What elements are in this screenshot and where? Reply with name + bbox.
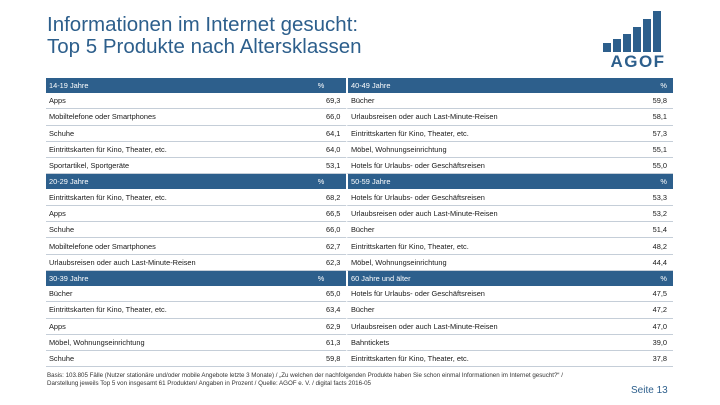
percent-value: 62,9 — [296, 319, 346, 335]
percent-value: 57,3 — [608, 126, 673, 142]
title-line-1: Informationen im Internet gesucht: — [47, 13, 359, 36]
percent-column-header: % — [296, 270, 346, 286]
product-name: Bücher — [346, 222, 608, 239]
percent-value: 59,8 — [296, 351, 346, 368]
age-group-header-row: 20-29 Jahre% 50-59 Jahre% — [46, 174, 673, 190]
table-row: Schuhe 59,8 Eintrittskarten für Kino, Thea… — [46, 351, 673, 368]
product-name: Eintrittskarten für Kino, Theater, etc. — [346, 238, 608, 255]
age-group-label: 14-19 Jahre — [46, 78, 296, 93]
product-name: Bücher — [346, 93, 608, 110]
percent-value: 58,1 — [608, 109, 673, 126]
age-group-label: 40-49 Jahre — [346, 78, 608, 93]
table-row: Schuhe 64,1 Eintrittskarten für Kino, Thea… — [46, 125, 673, 142]
percent-column-header: % — [608, 78, 673, 93]
percent-value: 47,5 — [608, 286, 673, 303]
percent-value: 39,0 — [608, 335, 673, 352]
age-group-label: 20-29 Jahre — [46, 174, 296, 190]
percent-value: 48,2 — [608, 238, 673, 255]
table-row: Möbel, Wohnungseinrichtung 61,3 Bahnticket… — [46, 334, 673, 352]
product-name: Urlaubsreisen oder auch Last-Minute-Reis… — [346, 318, 608, 335]
table-row: Eintrittskarten für Kino, Theater, etc. 6… — [46, 302, 673, 319]
percent-value: 55,1 — [608, 142, 673, 159]
percent-column-header: % — [296, 174, 346, 190]
age-group-header-row: 14-19 Jahre% 40-49 Jahre% — [46, 78, 673, 93]
product-name: Sportartikel, Sportgeräte — [46, 158, 296, 175]
product-name: Mobiltelefone oder Smartphones — [46, 238, 296, 255]
product-name: Apps — [46, 93, 296, 110]
percent-value: 37,8 — [608, 351, 673, 368]
product-name: Eintrittskarten für Kino, Theater, etc. — [46, 189, 296, 206]
table-row: Urlaubsreisen oder auch Last-Minute-Reis… — [46, 254, 673, 271]
percent-value: 66,0 — [296, 222, 346, 239]
age-group-label: 30-39 Jahre — [46, 270, 296, 286]
product-name: Apps — [46, 319, 296, 335]
agof-logo-bars-icon — [603, 11, 661, 52]
percent-value: 47,2 — [608, 302, 673, 319]
product-name: Hotels für Urlaubs- oder Geschäftsreisen — [346, 285, 608, 303]
table-row: Bücher 65,0 Hotels für Urlaubs- oder Gesch… — [46, 285, 673, 303]
product-name: Schuhe — [46, 126, 296, 142]
percent-value: 59,8 — [608, 93, 673, 110]
age-group-header-row: 30-39 Jahre% 60 Jahre und älter% — [46, 270, 673, 286]
percent-value: 55,0 — [608, 158, 673, 175]
product-name: Apps — [46, 206, 296, 223]
product-name: Hotels für Urlaubs- oder Geschäftsreisen — [346, 158, 608, 175]
table-row: Eintrittskarten für Kino, Theater, etc. 6… — [46, 141, 673, 159]
top5-products-table: 14-19 Jahre% 40-49 Jahre% Apps 69,3 Bücher 59… — [46, 78, 673, 368]
product-name: Urlaubsreisen oder auch Last-Minute-Reis… — [346, 205, 608, 223]
product-name: Urlaubsreisen oder auch Last-Minute-Reis… — [346, 109, 608, 126]
product-name: Eintrittskarten für Kino, Theater, etc. — [46, 142, 296, 159]
product-name: Bücher — [346, 302, 608, 319]
percent-value: 53,3 — [608, 189, 673, 206]
product-name: Schuhe — [46, 222, 296, 239]
age-group-label: 60 Jahre und älter — [346, 270, 608, 286]
table-row: Mobiltelefone oder Smartphones 66,0 Urlaub… — [46, 109, 673, 126]
product-name: Bücher — [46, 286, 296, 303]
footnote: Basis: 103.805 Fälle (Nutzer stationäre … — [47, 372, 563, 387]
percent-column-header: % — [608, 174, 673, 190]
page-number: Seite 13 — [631, 385, 668, 396]
product-name: Hotels für Urlaubs- oder Geschäftsreisen — [346, 189, 608, 206]
product-name: Urlaubsreisen oder auch Last-Minute-Reis… — [46, 255, 296, 271]
percent-value: 44,4 — [608, 255, 673, 271]
title-line-2: Top 5 Produkte nach Altersklassen — [47, 35, 362, 58]
table-row: Apps 69,3 Bücher 59,8 — [46, 93, 673, 110]
percent-value: 68,2 — [296, 189, 346, 206]
percent-value: 66,0 — [296, 109, 346, 126]
percent-column-header: % — [296, 78, 346, 93]
product-name: Eintrittskarten für Kino, Theater, etc. — [346, 351, 608, 368]
product-name: Möbel, Wohnungseinrichtung — [346, 254, 608, 271]
product-name: Möbel, Wohnungseinrichtung — [346, 141, 608, 159]
product-name: Bahntickets — [346, 334, 608, 352]
table-row: Eintrittskarten für Kino, Theater, etc. 6… — [46, 189, 673, 206]
percent-value: 47,0 — [608, 319, 673, 335]
product-name: Mobiltelefone oder Smartphones — [46, 109, 296, 126]
percent-value: 66,5 — [296, 206, 346, 223]
age-group-label: 50-59 Jahre — [346, 174, 608, 190]
percent-value: 69,3 — [296, 93, 346, 110]
product-name: Möbel, Wohnungseinrichtung — [46, 335, 296, 352]
percent-value: 64,0 — [296, 142, 346, 159]
product-name: Schuhe — [46, 351, 296, 368]
percent-value: 65,0 — [296, 286, 346, 303]
slide-title: Informationen im Internet gesucht: Top 5… — [47, 14, 527, 58]
table-row: Apps 62,9 Urlaubsreisen oder auch Last-Min… — [46, 318, 673, 335]
percent-value: 51,4 — [608, 222, 673, 239]
agof-logo-text: AGOF — [610, 52, 666, 71]
percent-value: 63,4 — [296, 302, 346, 319]
product-name: Eintrittskarten für Kino, Theater, etc. — [346, 125, 608, 142]
percent-value: 53,1 — [296, 158, 346, 175]
table-row: Apps 66,5 Urlaubsreisen oder auch Last-Min… — [46, 205, 673, 223]
percent-column-header: % — [608, 270, 673, 286]
percent-value: 61,3 — [296, 335, 346, 352]
percent-value: 62,3 — [296, 255, 346, 271]
product-name: Eintrittskarten für Kino, Theater, etc. — [46, 302, 296, 319]
percent-value: 53,2 — [608, 206, 673, 223]
table-row: Schuhe 66,0 Bücher 51,4 — [46, 222, 673, 239]
table-row: Sportartikel, Sportgeräte 53,1 Hotels für … — [46, 158, 673, 175]
percent-value: 64,1 — [296, 126, 346, 142]
table-row: Mobiltelefone oder Smartphones 62,7 Eintri… — [46, 238, 673, 255]
percent-value: 62,7 — [296, 238, 346, 255]
